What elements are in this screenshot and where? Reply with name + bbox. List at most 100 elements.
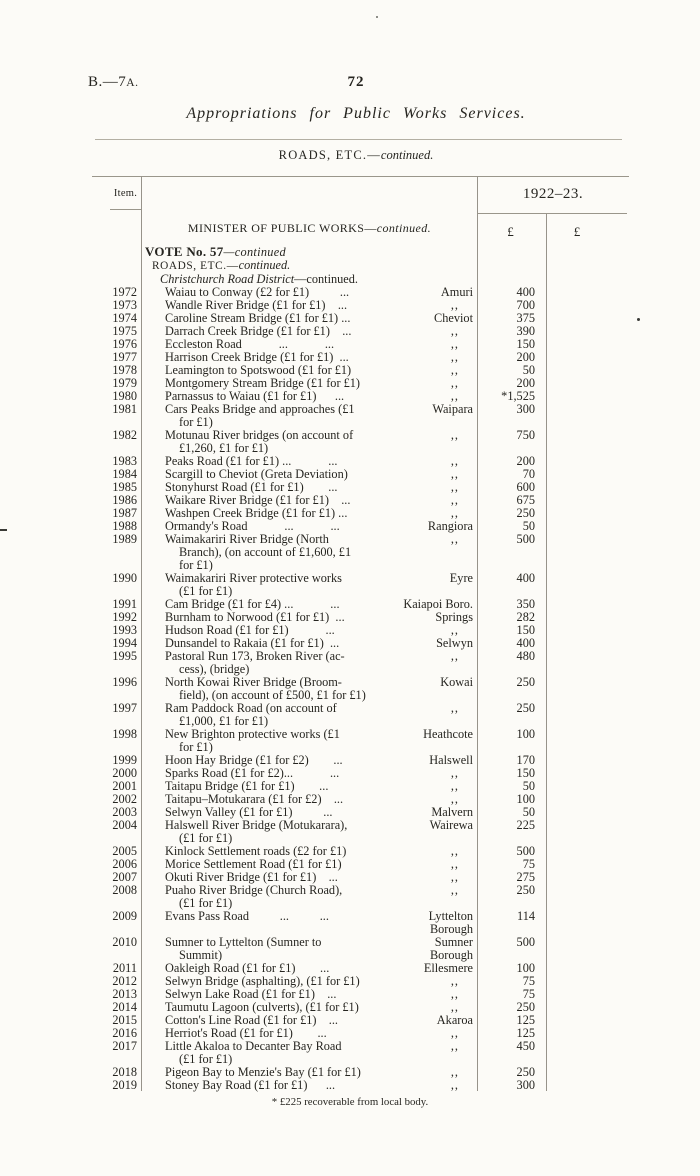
- roads-subheading-continued: continued.: [238, 258, 291, 272]
- item-description: Waikare River Bridge (£1 for £1) ...: [165, 493, 351, 507]
- item-description: Little Akaloa to Decanter Bay Road (£1 f…: [165, 1039, 342, 1066]
- item-description: Cars Peaks Bridge and approaches (£1 for…: [165, 402, 355, 429]
- table-row: 2005 Kinlock Settlement roads (£2 for £1…: [90, 845, 542, 858]
- item-locality: Cheviot: [434, 311, 473, 325]
- item-number: 2009: [112, 909, 137, 923]
- item-description: Leamington to Spotswood (£1 for £1): [165, 363, 352, 377]
- item-number: 2013: [112, 987, 137, 1001]
- vote-heading-text: VOTE No. 57: [145, 244, 224, 259]
- item-column-rule: [141, 176, 142, 1091]
- item-description: Dunsandel to Rakaia (£1 for £1) ...: [165, 636, 340, 650]
- item-locality: ,,: [450, 779, 459, 793]
- table-row: 2001 Taitapu Bridge (£1 for £1) ... ,, 5…: [90, 780, 542, 793]
- item-locality: ,,: [450, 376, 459, 390]
- item-locality: Selwyn: [436, 636, 473, 650]
- table-row: 1997 Ram Paddock Road (on account of £1,…: [90, 702, 542, 728]
- table-row: 1999 Hoon Hay Bridge (£1 for £2) ... Hal…: [90, 754, 542, 767]
- item-number: 1985: [112, 480, 137, 494]
- item-amount: 100: [516, 792, 535, 806]
- item-number: 1997: [112, 701, 137, 715]
- table-row: 2002 Taitapu–Motukarara (£1 for £2) ... …: [90, 793, 542, 806]
- item-amount: 350: [516, 597, 535, 611]
- table-row: 2003 Selwyn Valley (£1 for £1) ... Malve…: [90, 806, 542, 819]
- item-locality: ,,: [450, 766, 459, 780]
- item-description: Wandle River Bridge (£1 for £1) ...: [165, 298, 348, 312]
- item-locality: Ellesmere: [423, 961, 473, 975]
- item-description: Puaho River Bridge (Church Road), (£1 fo…: [165, 883, 343, 910]
- table-row: 2019 Stoney Bay Road (£1 for £1) ... ,, …: [90, 1079, 542, 1092]
- minister-heading-text: MINISTER OF PUBLIC WORKS—: [187, 221, 377, 235]
- item-locality: ,,: [450, 298, 459, 312]
- item-number: 1980: [112, 389, 137, 403]
- item-description: Okuti River Bridge (£1 for £1) ...: [165, 870, 338, 884]
- item-locality: ,,: [450, 1065, 459, 1079]
- item-amount: 75: [522, 987, 535, 1001]
- item-description: Stoney Bay Road (£1 for £1) ...: [165, 1078, 336, 1092]
- document-reference: B.—7A.: [88, 74, 138, 91]
- item-locality: Waipara: [432, 402, 473, 416]
- item-amount: 500: [516, 532, 535, 546]
- item-number: 1998: [112, 727, 137, 741]
- item-locality: Kaiapoi Boro.: [403, 597, 473, 611]
- item-amount: 675: [516, 493, 535, 507]
- item-locality: Halswell: [429, 753, 473, 767]
- item-amount: 250: [516, 506, 535, 520]
- minister-heading: MINISTER OF PUBLIC WORKS—continued.: [141, 221, 478, 236]
- table-row: 1977 Harrison Creek Bridge (£1 for £1) .…: [90, 351, 542, 364]
- item-description: Selwyn Lake Road (£1 for £1) ...: [165, 987, 337, 1001]
- table-row: 2007 Okuti River Bridge (£1 for £1) ... …: [90, 871, 542, 884]
- item-number: 2001: [112, 779, 137, 793]
- item-number: 1995: [112, 649, 137, 663]
- item-description: Darrach Creek Bridge (£1 for £1) ...: [165, 324, 352, 338]
- item-amount: 50: [522, 519, 535, 533]
- item-number: 2005: [112, 844, 137, 858]
- item-locality: Wairewa: [429, 818, 473, 832]
- item-amount: 150: [516, 623, 535, 637]
- item-number: 1973: [112, 298, 137, 312]
- year-column-header: 1922–23.: [522, 186, 584, 202]
- item-number: 1984: [112, 467, 137, 481]
- item-description: Burnham to Norwood (£1 for £1) ...: [165, 610, 345, 624]
- item-description: Taitapu Bridge (£1 for £1) ...: [165, 779, 329, 793]
- roads-subheading-text: ROADS, ETC.—: [152, 260, 239, 272]
- table-rows: 1972 Waiau to Conway (£2 for £1) ... Amu…: [90, 286, 542, 1092]
- table-row: 2010 Sumner to Lyttelton (Sumner to Summ…: [90, 936, 542, 962]
- table-row: 1980 Parnassus to Waiau (£1 for £1) ... …: [90, 390, 542, 403]
- table-row: 1996 North Kowai River Bridge (Broom- fi…: [90, 676, 542, 702]
- item-number: 2004: [112, 818, 137, 832]
- item-locality: ,,: [450, 1000, 459, 1014]
- item-description: Selwyn Bridge (asphalting), (£1 for £1): [165, 974, 360, 988]
- table-row: 2012 Selwyn Bridge (asphalting), (£1 for…: [90, 975, 542, 988]
- item-description: Cam Bridge (£1 for £4) ... ...: [165, 597, 340, 611]
- item-amount: *1,525: [501, 389, 535, 403]
- item-locality: ,,: [450, 428, 459, 442]
- item-locality: ,,: [450, 987, 459, 1001]
- item-header-underline: [110, 209, 141, 210]
- item-locality: ,,: [450, 1026, 459, 1040]
- item-amount: 50: [522, 363, 535, 377]
- page-number: 72: [347, 74, 365, 90]
- item-amount: 225: [516, 818, 535, 832]
- item-amount: 250: [516, 675, 535, 689]
- table-row: 2008 Puaho River Bridge (Church Road), (…: [90, 884, 542, 910]
- item-number: 1976: [112, 337, 137, 351]
- item-amount: 114: [517, 909, 535, 923]
- item-description: Taitapu–Motukarara (£1 for £2) ...: [165, 792, 344, 806]
- item-amount: 250: [516, 883, 535, 897]
- item-description: Halswell River Bridge (Motukarara), (£1 …: [165, 818, 348, 845]
- item-amount: 50: [522, 805, 535, 819]
- item-number: 1983: [112, 454, 137, 468]
- table-row: 2011 Oakleigh Road (£1 for £1) ... Elles…: [90, 962, 542, 975]
- table-row: 1994 Dunsandel to Rakaia (£1 for £1) ...…: [90, 637, 542, 650]
- item-description: Stonyhurst Road (£1 for £1) ...: [165, 480, 338, 494]
- item-description: Taumutu Lagoon (culverts), (£1 for £1): [165, 1000, 359, 1014]
- item-locality: ,,: [450, 1078, 459, 1092]
- item-number: 2002: [112, 792, 137, 806]
- item-number: 1987: [112, 506, 137, 520]
- item-amount: 500: [516, 935, 535, 949]
- item-number: 2015: [112, 1013, 137, 1027]
- item-description: Herriot's Road (£1 for £1) ...: [165, 1026, 327, 1040]
- table-row: 2016 Herriot's Road (£1 for £1) ... ,, 1…: [90, 1027, 542, 1040]
- item-amount: 75: [522, 857, 535, 871]
- item-description: Hoon Hay Bridge (£1 for £2) ...: [165, 753, 343, 767]
